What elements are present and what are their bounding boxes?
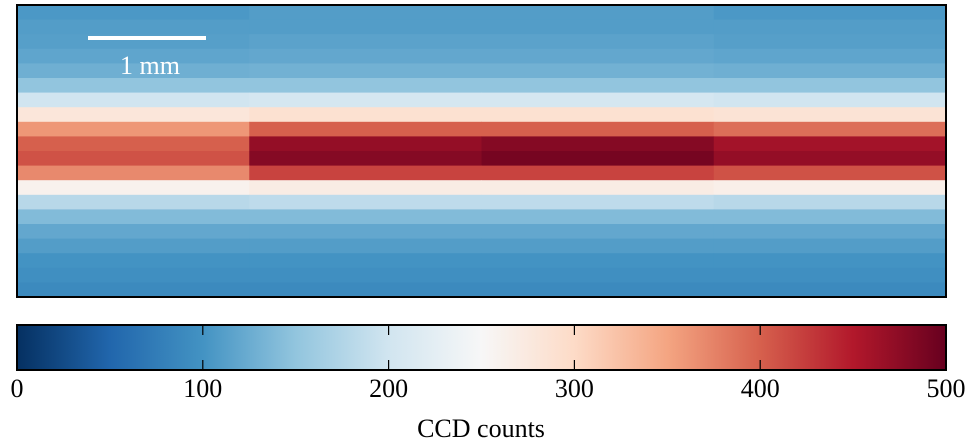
heatmap-cell <box>481 92 715 108</box>
heatmap-cell <box>249 238 482 254</box>
heatmap-cell <box>481 34 715 50</box>
heatmap-cell <box>713 121 947 137</box>
heatmap-frame <box>16 4 947 298</box>
heatmap-cell <box>17 48 250 64</box>
heatmap-cell <box>481 282 715 298</box>
heatmap-cell <box>713 136 947 152</box>
colorbar-tick-label: 500 <box>927 374 966 403</box>
heatmap-cell <box>17 151 250 167</box>
heatmap-cell <box>17 136 250 152</box>
heatmap-cell <box>713 238 947 254</box>
heatmap-cell <box>481 121 715 137</box>
heatmap-cell <box>713 194 947 210</box>
heatmap-cell <box>249 92 482 108</box>
heatmap-cell <box>17 121 250 137</box>
heatmap-cell <box>481 238 715 254</box>
heatmap-cell <box>17 209 250 225</box>
heatmap-cell <box>713 209 947 225</box>
heatmap-cell <box>17 180 250 196</box>
colorbar-tick-label: 200 <box>369 374 408 403</box>
heatmap-cell <box>249 121 482 137</box>
heatmap-cell <box>481 136 715 152</box>
heatmap-cell <box>249 165 482 181</box>
heatmap-cell <box>713 224 947 240</box>
heatmap-cell <box>481 267 715 283</box>
heatmap-cell <box>481 165 715 181</box>
heatmap-cell <box>17 238 250 254</box>
heatmap-cell <box>17 92 250 108</box>
heatmap-cell <box>249 267 482 283</box>
colorbar-tick-label: 100 <box>183 374 222 403</box>
heatmap-cell <box>249 34 482 50</box>
heatmap-cell <box>481 48 715 64</box>
heatmap-cell <box>481 224 715 240</box>
heatmap-cell <box>481 253 715 269</box>
heatmap-cell <box>249 19 482 35</box>
heatmap-cell <box>481 19 715 35</box>
heatmap-cell <box>481 78 715 94</box>
heatmap-cell <box>481 107 715 123</box>
heatmap-cell <box>713 78 947 94</box>
heatmap-cell <box>713 92 947 108</box>
heatmap-cell <box>17 253 250 269</box>
colorbar-tick-label: 400 <box>741 374 780 403</box>
heatmap-cell <box>249 5 482 21</box>
heatmap-cell <box>17 78 250 94</box>
heatmap-cell <box>481 209 715 225</box>
heatmap-cell <box>481 180 715 196</box>
heatmap-cell <box>249 224 482 240</box>
colorbar-ticks: 0 100 200 300 400 500 <box>11 325 966 403</box>
colorbar-tick-label: 300 <box>555 374 594 403</box>
heatmap-cell <box>17 282 250 298</box>
heatmap-cell <box>249 78 482 94</box>
heatmap-cell <box>249 107 482 123</box>
heatmap-cell <box>249 151 482 167</box>
heatmap-cell <box>713 19 947 35</box>
heatmap-cell <box>249 63 482 79</box>
heatmap-cell <box>713 63 947 79</box>
heatmap-cell <box>249 194 482 210</box>
heatmap-cell <box>17 194 250 210</box>
heatmap-cell <box>17 19 250 35</box>
heatmap-cell <box>713 267 947 283</box>
heatmap-cell <box>481 194 715 210</box>
heatmap-cell <box>17 5 250 21</box>
colorbar <box>16 324 947 371</box>
heatmap-cell <box>249 180 482 196</box>
heatmap-cell <box>481 5 715 21</box>
heatmap-cell <box>17 267 250 283</box>
heatmap-cell <box>17 63 250 79</box>
heatmap-cell <box>713 107 947 123</box>
scale-bar-label: 1 mm <box>120 51 180 80</box>
colorbar-label: CCD counts <box>417 414 545 443</box>
heatmap-cell <box>713 5 947 21</box>
heatmap-cell <box>249 282 482 298</box>
heatmap <box>17 5 947 298</box>
heatmap-cell <box>249 253 482 269</box>
heatmap-cell <box>249 136 482 152</box>
heatmap-cell <box>481 63 715 79</box>
heatmap-cell <box>481 151 715 167</box>
heatmap-cell <box>713 253 947 269</box>
heatmap-cell <box>713 34 947 50</box>
heatmap-cell <box>17 107 250 123</box>
heatmap-cell <box>713 165 947 181</box>
heatmap-cell <box>713 48 947 64</box>
heatmap-cell <box>249 209 482 225</box>
heatmap-cell <box>17 224 250 240</box>
colorbar-tick-label: 0 <box>11 374 24 403</box>
heatmap-cell <box>249 48 482 64</box>
heatmap-cell <box>713 151 947 167</box>
heatmap-cell <box>713 180 947 196</box>
heatmap-cell <box>713 282 947 298</box>
heatmap-cell <box>17 165 250 181</box>
